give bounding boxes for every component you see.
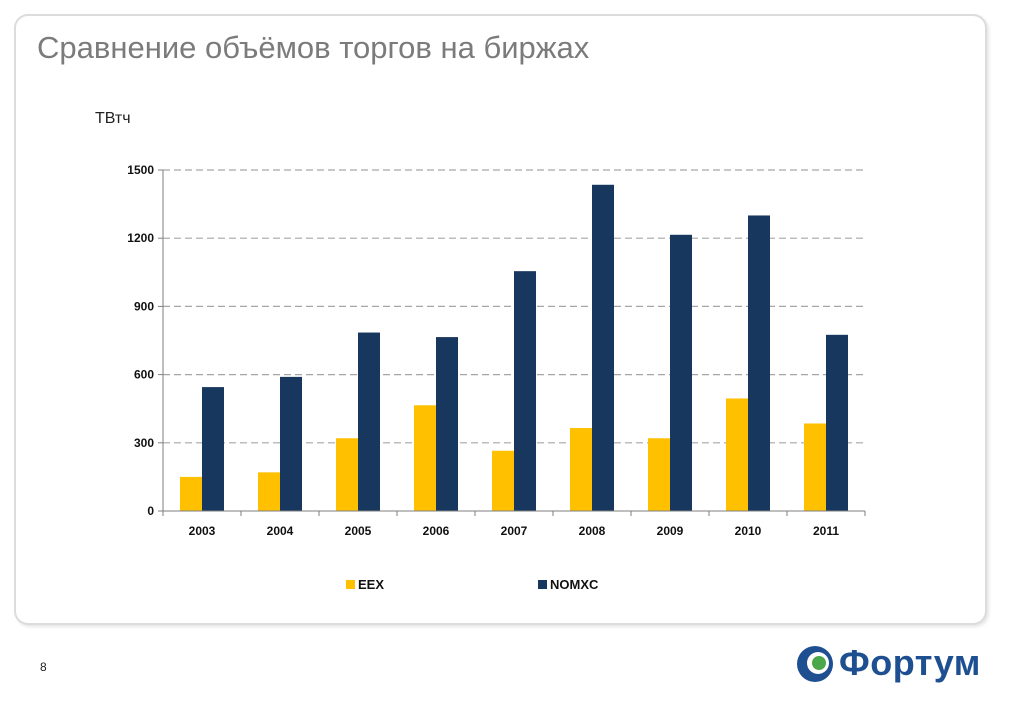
bar-eex-2005	[336, 438, 358, 511]
logo-wordmark: Фортум	[839, 642, 981, 683]
fortum-logo: Фортум	[795, 640, 995, 692]
bar-nomxc-2006	[436, 337, 458, 511]
y-tick-label: 0	[147, 504, 154, 518]
bar-nomxc-2009	[670, 234, 692, 512]
bar-eex-2007	[492, 450, 514, 511]
bar-nomxc-2010	[748, 215, 770, 511]
x-tick-label: 2004	[267, 524, 294, 538]
bar-eex-2003	[180, 476, 202, 511]
bar-eex-2006	[414, 405, 436, 511]
unit-label: ТВтч	[95, 110, 131, 127]
bar-nomxc-2008	[592, 184, 614, 511]
bar-nomxc-2004	[280, 376, 302, 511]
bar-nomxc-2003	[202, 387, 224, 511]
bar-nomxc-2007	[514, 271, 536, 511]
x-tick-label: 2007	[501, 524, 528, 538]
legend-label-eex: EEX	[358, 577, 384, 592]
y-tick-label: 1500	[127, 163, 154, 177]
fortum-logo-icon	[797, 646, 833, 682]
bar-eex-2011	[804, 423, 826, 511]
y-tick-label: 900	[134, 299, 154, 313]
x-tick-label: 2003	[189, 524, 216, 538]
x-tick-label: 2010	[735, 524, 762, 538]
x-tick-label: 2009	[657, 524, 684, 538]
bar-eex-2010	[726, 398, 748, 511]
y-tick-label: 300	[134, 436, 154, 450]
bar-eex-2008	[570, 428, 592, 511]
bar-nomxc-2005	[358, 332, 380, 511]
x-tick-label: 2011	[813, 524, 839, 538]
y-tick-label: 1200	[127, 231, 154, 245]
bar-eex-2004	[258, 472, 280, 511]
bar-eex-2009	[648, 438, 670, 511]
x-tick-label: 2006	[423, 524, 450, 538]
y-tick-label: 600	[134, 368, 154, 382]
page-number: 8	[40, 660, 47, 674]
bar-nomxc-2011	[826, 334, 848, 511]
legend-swatch-eex	[346, 580, 355, 589]
legend-swatch-nomxc	[538, 580, 547, 589]
slide-frame	[14, 14, 987, 625]
x-tick-label: 2005	[345, 524, 372, 538]
slide-title: Сравнение объёмов торгов на биржах	[37, 30, 590, 65]
legend-label-nomxc: NOMXC	[550, 577, 599, 592]
x-tick-label: 2008	[579, 524, 606, 538]
